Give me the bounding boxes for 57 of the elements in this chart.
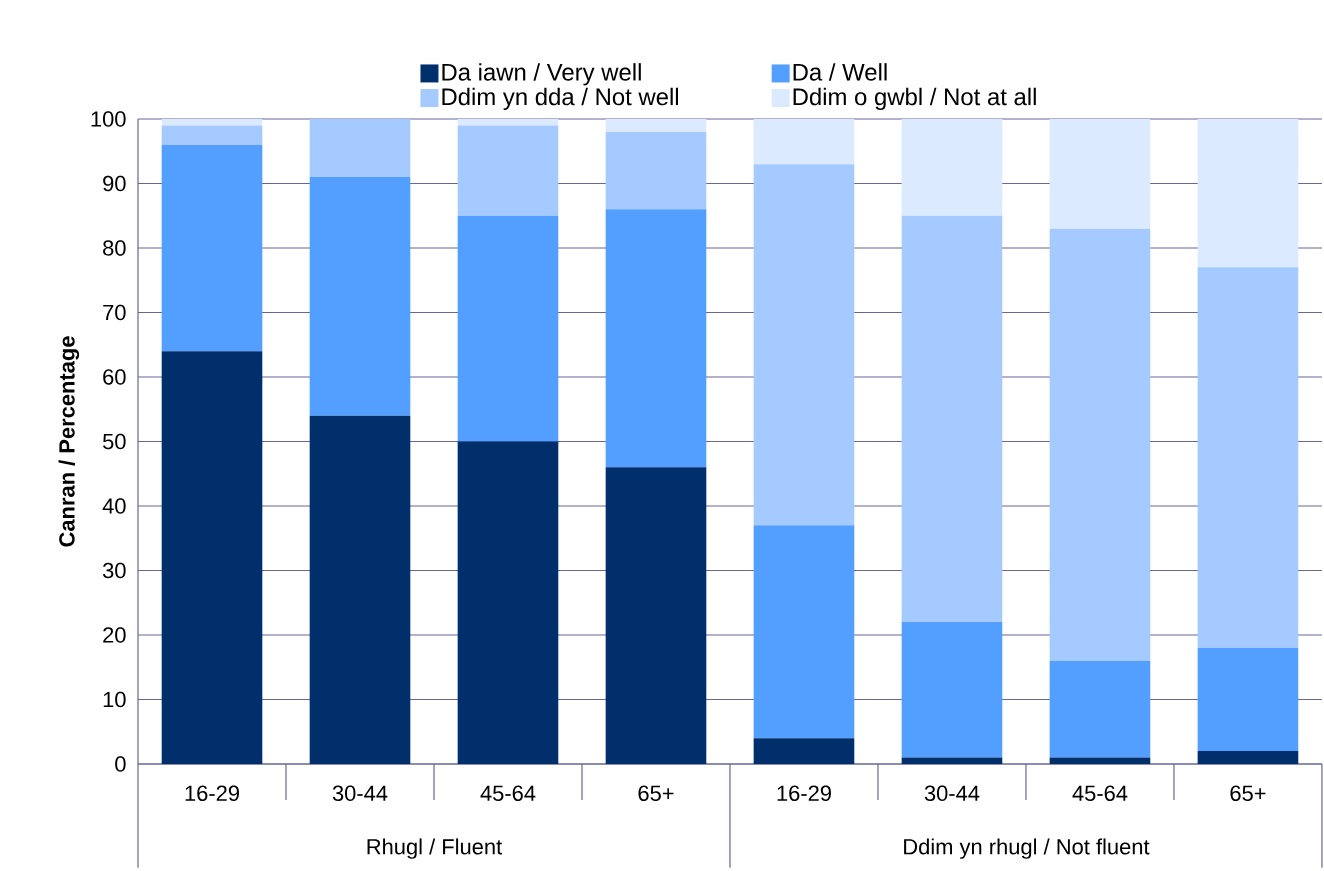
bar bbox=[1197, 118, 1299, 268]
bar bbox=[1049, 660, 1151, 758]
bar bbox=[161, 125, 263, 145]
bar bbox=[161, 144, 263, 352]
bar bbox=[457, 441, 559, 764]
bar bbox=[161, 118, 263, 126]
y-tick-label: 30 bbox=[102, 562, 126, 579]
y-tick-label: 100 bbox=[91, 111, 126, 127]
bar bbox=[901, 757, 1003, 764]
bar bbox=[753, 164, 855, 526]
bar bbox=[1049, 228, 1151, 661]
y-tick-label: 0 bbox=[115, 756, 126, 772]
legend-label: Da iawn / Very well bbox=[442, 63, 641, 86]
y-tick-label: 20 bbox=[103, 627, 126, 643]
bar bbox=[605, 131, 707, 210]
bar bbox=[901, 118, 1003, 216]
x-tick-label: 45-64 bbox=[1072, 785, 1128, 802]
bar bbox=[1197, 267, 1299, 648]
x-tick-label: 30-44 bbox=[924, 785, 980, 802]
bar bbox=[901, 622, 1003, 758]
x-tick-label: 65+ bbox=[638, 785, 674, 802]
x-tick-label: 65+ bbox=[1230, 785, 1266, 802]
x-tick-label: 45-64 bbox=[480, 785, 536, 802]
bar bbox=[1197, 751, 1299, 764]
bar bbox=[605, 118, 707, 132]
y-tick-label: 80 bbox=[103, 240, 126, 256]
bar bbox=[309, 118, 411, 178]
bar bbox=[753, 738, 855, 764]
bar bbox=[309, 415, 411, 764]
y-tick-label: 90 bbox=[103, 175, 126, 192]
y-axis-title: Canran / Percentage bbox=[58, 336, 80, 547]
bar bbox=[1197, 647, 1299, 752]
bar bbox=[605, 209, 707, 468]
bar bbox=[161, 351, 263, 764]
bar bbox=[753, 118, 855, 165]
text: Ddim yn rhugl / Not fluent bbox=[904, 838, 1150, 859]
bar bbox=[1049, 757, 1151, 764]
bar bbox=[605, 467, 707, 764]
y-tick-label: 40 bbox=[102, 498, 126, 514]
bar bbox=[901, 215, 1003, 623]
bar bbox=[457, 215, 559, 442]
y-tick-label: 70 bbox=[103, 304, 126, 321]
text: Rhugl / Fluent bbox=[367, 838, 503, 859]
legend-label: Da / Well bbox=[793, 63, 887, 81]
bar bbox=[753, 525, 855, 739]
x-tick-label: 30-44 bbox=[332, 785, 388, 802]
x-tick-label: 16-29 bbox=[777, 785, 831, 802]
bar bbox=[1049, 118, 1151, 229]
y-tick-label: 50 bbox=[103, 433, 126, 450]
bar bbox=[457, 118, 559, 126]
bar bbox=[457, 125, 559, 216]
y-tick-label: 60 bbox=[103, 369, 126, 385]
x-tick-label: 16-29 bbox=[185, 785, 239, 802]
bar bbox=[309, 177, 411, 416]
legend-label: Ddim o gwbl / Not at all bbox=[793, 87, 1036, 111]
legend-label: Ddim yn dda / Not well bbox=[442, 87, 679, 111]
y-tick-label: 10 bbox=[103, 691, 126, 708]
